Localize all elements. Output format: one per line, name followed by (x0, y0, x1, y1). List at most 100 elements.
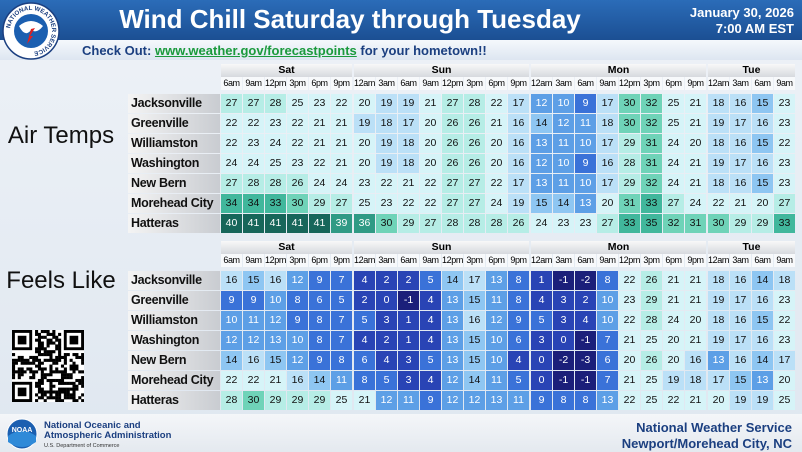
qr-module (69, 335, 79, 345)
qr-module (72, 399, 76, 402)
table-label: Air Temps (7, 122, 115, 149)
qr-module (35, 358, 39, 362)
city-label: Jacksonville (128, 94, 220, 113)
qr-module (72, 381, 76, 385)
hour-header: 3am (376, 254, 397, 267)
value-cell: 28 (221, 391, 242, 410)
value-cell: 10 (597, 291, 618, 310)
hour-header: 12pm (619, 254, 640, 267)
value-cell: 21 (685, 94, 706, 113)
value-cell: 18 (774, 271, 795, 290)
value-cell: 32 (641, 114, 662, 133)
value-cell: 23 (553, 214, 574, 233)
footer (0, 414, 802, 452)
noaa-wave (8, 431, 36, 447)
qr-module (75, 387, 79, 391)
value-cell: 16 (508, 154, 529, 173)
value-cell: 5 (376, 371, 397, 390)
hour-header: 9pm (685, 77, 706, 90)
value-cell: 2 (376, 331, 397, 350)
city-label: Williamston (128, 311, 220, 330)
value-cell: 9 (531, 391, 552, 410)
value-cell: 7 (331, 271, 352, 290)
qr-module (37, 341, 41, 345)
value-cell: 10 (221, 311, 242, 330)
value-cell: 18 (708, 174, 729, 193)
value-cell: 25 (287, 94, 308, 113)
value-cell: 21 (486, 114, 507, 133)
value-cell: 21 (619, 331, 640, 350)
qr-module (46, 341, 50, 345)
value-cell: 27 (442, 94, 463, 113)
value-cell: 25 (774, 391, 795, 410)
qr-module (52, 358, 56, 362)
value-cell: 23 (309, 94, 330, 113)
value-cell: 23 (287, 154, 308, 173)
qr-module (69, 393, 73, 397)
qr-module (63, 358, 67, 362)
value-cell: 12 (486, 311, 507, 330)
value-cell: 7 (597, 371, 618, 390)
qr-module (40, 330, 44, 334)
value-cell: 26 (442, 154, 463, 173)
hour-header: 6pm (486, 77, 507, 90)
city-label: Hatteras (128, 214, 220, 233)
qr-module (43, 393, 47, 397)
qr-module (12, 364, 16, 368)
qr-module (35, 347, 39, 351)
qr-module (58, 399, 62, 402)
value-cell: 20 (420, 134, 441, 153)
qr-module (63, 387, 67, 391)
qr-module (37, 353, 41, 357)
qr-module (63, 361, 67, 365)
qr-module (66, 353, 70, 357)
qr-module (72, 353, 76, 357)
qr-module (20, 367, 24, 371)
link[interactable]: www.weather.gov/forecastpoints (154, 43, 357, 58)
qr-module (37, 381, 41, 385)
value-cell: 34 (221, 194, 242, 213)
qr-module (69, 396, 73, 400)
qr-module (72, 396, 76, 400)
qr-module (49, 373, 53, 377)
value-cell: 23 (774, 94, 795, 113)
value-cell: 28 (265, 174, 286, 193)
hour-header: 12am (531, 254, 552, 267)
value-cell: 27 (442, 194, 463, 213)
qr-module (63, 355, 67, 359)
value-cell: 12 (531, 94, 552, 113)
value-cell: 2 (575, 291, 596, 310)
qr-module (78, 396, 82, 400)
value-cell: 24 (685, 194, 706, 213)
value-cell: 18 (597, 114, 618, 133)
value-cell: 17 (597, 94, 618, 113)
qr-module (52, 378, 56, 383)
qr-module (81, 361, 84, 365)
qr-module (49, 396, 53, 400)
value-cell: 9 (309, 351, 330, 370)
value-cell: 16 (508, 114, 529, 133)
value-cell: 18 (376, 114, 397, 133)
qr-module (69, 364, 73, 368)
hour-header: 3pm (464, 254, 485, 267)
hour-header: 12pm (442, 77, 463, 90)
value-cell: 20 (663, 351, 684, 370)
qr-module (55, 396, 59, 400)
value-cell: 16 (730, 94, 751, 113)
value-cell: 5 (420, 271, 441, 290)
qr-module (23, 370, 27, 374)
qr-module (60, 378, 65, 383)
value-cell: 41 (243, 214, 264, 233)
value-cell: 29 (730, 214, 751, 233)
value-cell: 33 (265, 194, 286, 213)
value-cell: 26 (464, 134, 485, 153)
qr-module (43, 353, 47, 357)
qr-module (81, 384, 84, 388)
value-cell: 22 (486, 94, 507, 113)
city-label: Greenville (128, 114, 220, 133)
qr-module (17, 367, 21, 371)
qr-module (52, 370, 56, 374)
qr-module (49, 370, 53, 374)
value-cell: 12 (243, 331, 264, 350)
value-cell: 25 (331, 391, 352, 410)
